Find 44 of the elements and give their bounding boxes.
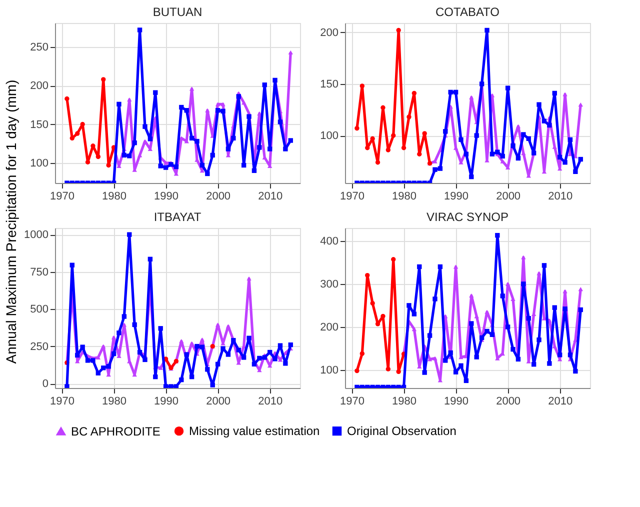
y-axis-title: Annual Maximum Precipitation for 1 day (mm): [3, 80, 20, 364]
x-tick-label: 2000: [206, 396, 231, 408]
x-tick-label: 1980: [102, 396, 127, 408]
x-tick-label: 2010: [548, 190, 573, 202]
chart-title: ITBAYAT: [154, 210, 202, 224]
y-tick-label: 150: [320, 78, 338, 90]
y-tick-label: 100: [30, 157, 48, 170]
x-tick-label: 1970: [50, 396, 75, 408]
y-tick-label: 150: [30, 118, 48, 131]
legend-label: Original Observation: [347, 424, 456, 438]
x-tick-label: 1990: [444, 190, 469, 202]
x-tick-label: 2000: [496, 190, 521, 202]
y-tick-label: 0: [42, 378, 48, 390]
y-tick-label: 750: [30, 266, 48, 278]
y-tick-label: 250: [30, 340, 48, 353]
x-tick-label: 2010: [548, 396, 573, 408]
x-tick-label: 1990: [154, 190, 179, 202]
x-tick-label: 1980: [102, 190, 127, 202]
y-tick-label: 200: [320, 26, 338, 39]
legend-label: BC APHRODITE: [71, 424, 160, 438]
y-tick-label: 500: [30, 304, 48, 316]
x-tick-label: 1990: [444, 396, 469, 408]
x-tick-label: 1970: [340, 190, 365, 202]
x-tick-label: 1980: [392, 190, 417, 202]
y-tick-label: 400: [320, 235, 338, 248]
y-tick-label: 200: [30, 80, 48, 92]
chart-title: COTABATO: [435, 5, 500, 19]
x-tick-label: 1980: [392, 396, 417, 408]
x-tick-label: 2000: [206, 190, 231, 202]
chart-title: VIRAC SYNOP: [426, 210, 509, 224]
y-tick-label: 100: [320, 130, 338, 142]
y-tick-label: 1000: [24, 229, 48, 242]
x-tick-label: 2000: [496, 396, 521, 408]
legend-label: Missing value estimation: [189, 424, 320, 438]
y-tick-label: 200: [320, 321, 338, 334]
chart-title: BUTUAN: [152, 5, 202, 19]
y-tick-label: 300: [320, 278, 338, 290]
x-tick-label: 1970: [50, 190, 75, 202]
y-tick-label: 100: [320, 364, 338, 376]
y-tick-label: 250: [30, 41, 48, 54]
x-tick-label: 2010: [258, 190, 283, 202]
x-tick-label: 1970: [340, 396, 365, 408]
x-tick-label: 1990: [154, 396, 179, 408]
x-tick-label: 2010: [258, 396, 283, 408]
